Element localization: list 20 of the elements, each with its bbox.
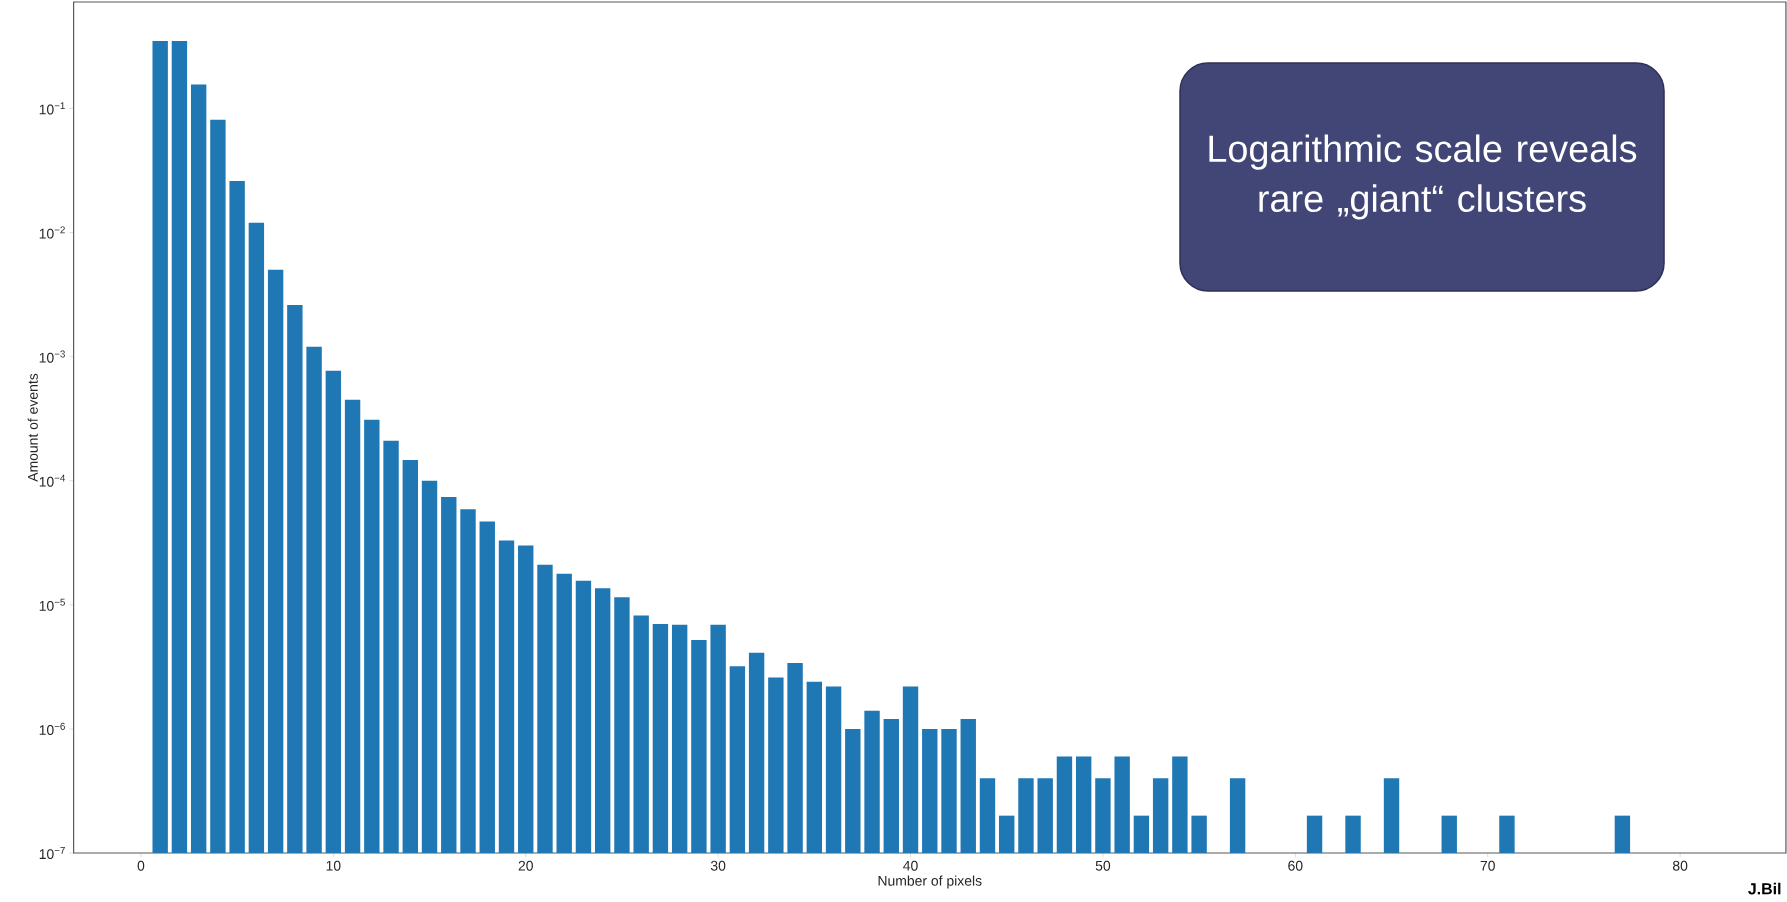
y-tick-label: 10$^{−3}$ [39, 350, 65, 363]
x-tick-label: 10 [326, 860, 341, 871]
x-tick-label: 60 [1288, 860, 1303, 871]
x-tick-label: 30 [710, 860, 726, 871]
y-tick-label: 10$^{−4}$ [39, 474, 66, 487]
x-tick-label: 70 [1480, 860, 1495, 871]
y-tick-label: 10$^{−6}$ [39, 722, 65, 735]
y-tick-label: 10$^{−7}$ [39, 846, 65, 860]
y-axis-title: Amount of events [27, 373, 38, 482]
x-tick-label: 40 [903, 860, 918, 871]
y-tick-label: 10$^{−5}$ [39, 598, 65, 611]
x-tick-label: 20 [518, 860, 533, 871]
text: J.Bil [1748, 882, 1781, 895]
x-tick-label: 80 [1672, 860, 1688, 871]
x-tick-label: 50 [1095, 860, 1111, 871]
x-axis-title: Number of pixels [878, 875, 982, 889]
x-tick-label: 0 [137, 860, 145, 871]
y-tick-label: 10$^{−1}$ [39, 102, 65, 115]
y-tick-label: 10$^{−2}$ [39, 226, 65, 239]
annotation: Logarithmic scale reveals rare „giant“ clusters [1209, 134, 1637, 220]
